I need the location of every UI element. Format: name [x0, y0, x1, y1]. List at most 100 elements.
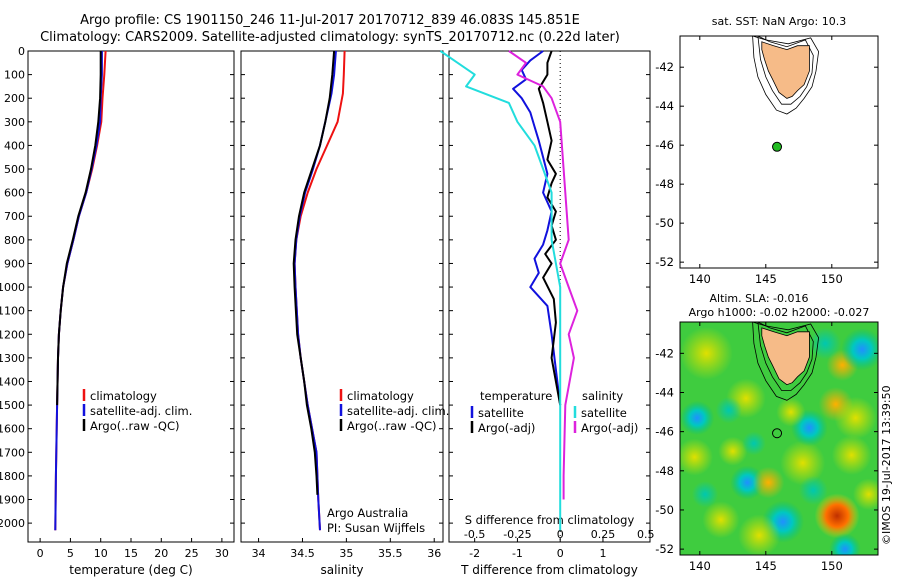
sla_map-isobath-inner: [757, 322, 814, 391]
legend-label: Argo(..raw -QC): [347, 419, 437, 433]
imos-timestamp: ©IMOS 19-Jul-2017 13:39:50: [880, 385, 893, 545]
depth-tick-label: 1300: [0, 352, 25, 365]
sla_map-ytick-label: -44: [655, 385, 674, 399]
sst_map: 140 145 150 -42 -44 -46 -48 -50 -52 sat. SST: NaN…: [655, 15, 879, 286]
difference-xlabel: T difference from climatology: [460, 563, 638, 577]
salinity-xtick-label: 36: [427, 547, 441, 560]
temperature-xtick-label: 25: [185, 547, 199, 560]
depth-tick-label: 1700: [0, 446, 25, 459]
pi-note: PI: Susan Wijffels: [327, 521, 425, 535]
depth-tick-label: 1100: [0, 305, 25, 318]
depth-tick-label: 500: [4, 163, 25, 176]
sla-anomaly-blob: [776, 397, 806, 427]
sla-anomaly-blob: [738, 514, 781, 555]
sst_map-xtick-label: 150: [821, 272, 843, 286]
sla_map-frame: [679, 321, 879, 556]
series-temperature-satellite: [512, 50, 562, 406]
sla-anomaly-blob: [809, 327, 842, 360]
sla-anomaly-blob: [814, 493, 860, 539]
sla-anomaly-blob: [752, 466, 785, 499]
depth-tick-label: 300: [4, 116, 25, 129]
sla_map-tasmania-land: [761, 327, 810, 386]
depth-tick-label: 2000: [0, 517, 25, 530]
sla-anomaly-blob: [829, 533, 861, 555]
sla-anomaly-blob: [742, 431, 766, 456]
panel-difference: -2 -1 0 1 T difference from climatology -0.5 -…: [439, 50, 654, 577]
sla-anomaly-blob: [715, 396, 743, 424]
sst_map-ytick-label: -50: [655, 216, 674, 230]
temperature-xtick-label: 10: [94, 547, 108, 560]
depth-tick-label: 0: [18, 45, 25, 58]
series-salinity-satellite: [439, 50, 562, 531]
temperature-xtick-label: 5: [67, 547, 74, 560]
depth-tick-label: 800: [4, 234, 25, 247]
map-panels: 140 145 150 -42 -44 -46 -48 -50 -52 sat. SST: NaN…: [655, 15, 879, 573]
depth-tick-label: 700: [4, 210, 25, 223]
difference-xtick-label: 1: [599, 547, 606, 560]
sdiff-tick-label: 0.25: [591, 528, 616, 541]
sla-anomaly-blob: [691, 481, 719, 508]
series-argo-raw-qc-: [292, 50, 336, 495]
temperature-frame: [27, 50, 235, 543]
sla-anomaly-blob: [718, 436, 748, 466]
temperature-xtick-label: 15: [124, 547, 138, 560]
legend-label: satellite-adj. clim.: [90, 404, 192, 418]
depth-tick-label: 1800: [0, 470, 25, 483]
sla-anomaly-blob: [780, 440, 826, 486]
depth-tick-label: 1000: [0, 281, 25, 294]
sst_map-ytick-label: -44: [655, 99, 674, 113]
sla_map-content: [680, 322, 878, 555]
depth-tick-label: 100: [4, 69, 25, 82]
temperature-xtick-label: 0: [37, 547, 44, 560]
panel-salinity: 34 34.5 35 35.5 36 salinity climatologysatelli…: [240, 50, 449, 577]
sla_map-ytick-label: -52: [655, 542, 674, 556]
legend-label: Argo(-adj): [478, 421, 535, 435]
sla_map-xtick-label: 145: [755, 559, 777, 573]
sdiff-tick-label: 0: [557, 528, 564, 541]
depth-tick-label: 1900: [0, 494, 25, 507]
difference-xtick-label: -1: [512, 547, 523, 560]
salinity-frame: [240, 50, 444, 543]
sst_map-title: sat. SST: NaN Argo: 10.3: [712, 15, 846, 28]
sdiff-tick-label: -0.5: [464, 528, 485, 541]
legend-label: satellite-adj. clim.: [347, 404, 449, 418]
sla_map-xtick-label: 140: [689, 559, 711, 573]
legend-label: climatology: [90, 389, 157, 403]
temperature-xlabel: temperature (deg C): [69, 563, 192, 577]
depth-tick-label: 200: [4, 92, 25, 105]
sla-anomaly-blob: [841, 328, 878, 371]
sla_map: 140 145 150 -42 -44 -46 -48 -50 -52 Altim. SLA: -…: [655, 292, 879, 573]
sla_map-title-line2: Argo h1000: -0.02 h2000: -0.027: [689, 306, 870, 319]
sdiff-tick-label: -0.25: [503, 528, 531, 541]
sst_map-tasmania-land: [761, 41, 810, 99]
sla_map-ytick-label: -46: [655, 425, 674, 439]
salinity-xtick-label: 35.5: [378, 547, 403, 560]
sla-anomaly-blob: [831, 435, 872, 475]
salinity-xtick-label: 34: [252, 547, 266, 560]
difference-frame: [448, 50, 651, 543]
institution-note: Argo Australia: [327, 506, 408, 520]
salinity-xtick-label: 34.5: [290, 547, 315, 560]
sla-anomaly-blob: [680, 400, 715, 436]
series-argo-raw-qc-: [56, 51, 102, 406]
difference-xtick-label: 0: [557, 547, 564, 560]
sst_map-isobath-inner: [757, 36, 814, 105]
sla-anomaly-blob: [680, 326, 733, 380]
sst_map-isobath-outer: [752, 36, 820, 115]
difference-xtick-label: -2: [469, 547, 480, 560]
series-salinity-argo-adj-: [508, 50, 579, 500]
legend-label: satellite: [478, 406, 524, 420]
sst_map-frame: [679, 35, 879, 269]
sla_map-isobath-outer: [752, 322, 820, 401]
sst_map-xtick-label: 140: [689, 272, 711, 286]
sla-anomaly-blob: [680, 438, 713, 476]
sst_map-ytick-label: -52: [655, 255, 674, 269]
legend-label: Argo(-adj): [581, 421, 638, 435]
legend-label: Argo(..raw -QC): [90, 419, 180, 433]
depth-tick-label: 1500: [0, 399, 25, 412]
salinity-xlabel: salinity: [320, 563, 363, 577]
sla-anomaly-blob: [702, 501, 740, 539]
series-temperature-argo-adj-: [537, 50, 562, 406]
sdiff-axis-label: S difference from climatology: [465, 513, 635, 527]
depth-tick-label: 1200: [0, 328, 25, 341]
